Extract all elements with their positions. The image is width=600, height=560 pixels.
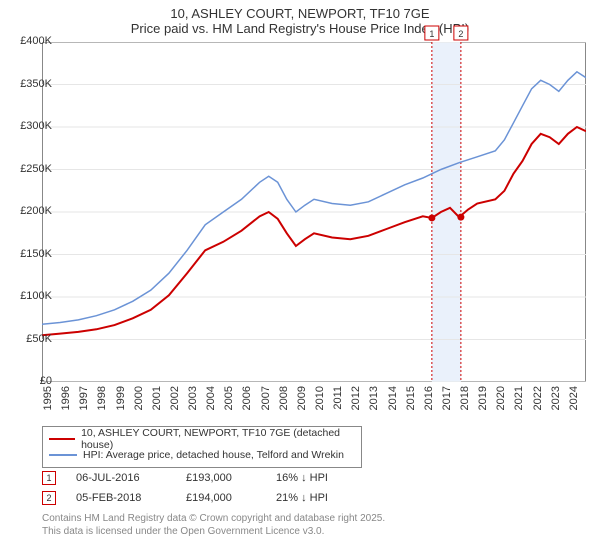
y-tick-label: £350K (12, 78, 52, 90)
x-tick-label: 1995 (42, 386, 54, 416)
x-tick-label: 2015 (405, 386, 417, 416)
x-tick-label: 2004 (205, 386, 217, 416)
x-tick-label: 2006 (241, 386, 253, 416)
x-tick-label: 2014 (387, 386, 399, 416)
chart-container: 10, ASHLEY COURT, NEWPORT, TF10 7GE Pric… (0, 0, 600, 560)
x-tick-label: 2008 (278, 386, 290, 416)
footer-line-2: This data is licensed under the Open Gov… (42, 525, 385, 538)
y-tick-label: £50K (12, 333, 52, 345)
x-tick-label: 2019 (477, 386, 489, 416)
x-tick-label: 1999 (115, 386, 127, 416)
x-tick-label: 2012 (350, 386, 362, 416)
marker-flag-label-1: 1 (429, 29, 434, 39)
chart-svg (42, 42, 586, 382)
x-tick-label: 2001 (151, 386, 163, 416)
x-tick-label: 2003 (187, 386, 199, 416)
legend-row: HPI: Average price, detached house, Telf… (49, 447, 355, 463)
x-tick-label: 2000 (133, 386, 145, 416)
legend-label: HPI: Average price, detached house, Telf… (83, 449, 344, 461)
x-tick-label: 1997 (78, 386, 90, 416)
marker-table: 1 06-JUL-2016£193,00016% ↓ HPI 2 05-FEB-201… (42, 468, 376, 508)
y-tick-label: £100K (12, 290, 52, 302)
y-tick-label: £400K (12, 35, 52, 47)
title-line-1: 10, ASHLEY COURT, NEWPORT, TF10 7GE (0, 6, 600, 21)
y-tick-label: £250K (12, 163, 52, 175)
x-tick-label: 2007 (260, 386, 272, 416)
marker-label-svg: 12 (42, 24, 586, 44)
x-tick-label: 2023 (550, 386, 562, 416)
marker-date: 05-FEB-2018 (76, 492, 186, 504)
marker-diff: 16% ↓ HPI (276, 472, 376, 484)
x-tick-label: 2020 (495, 386, 507, 416)
legend-swatch (49, 438, 75, 440)
series-hpi (42, 72, 586, 324)
marker-dot-1 (428, 214, 435, 221)
marker-table-row: 2 05-FEB-2018£194,00021% ↓ HPI (42, 488, 376, 508)
x-tick-label: 2011 (332, 386, 344, 416)
y-tick-label: £300K (12, 120, 52, 132)
x-tick-label: 2018 (459, 386, 471, 416)
y-tick-label: £150K (12, 248, 52, 260)
chart-area: 12 (42, 42, 586, 382)
x-tick-label: 2021 (513, 386, 525, 416)
marker-price: £193,000 (186, 472, 276, 484)
marker-flag-label-2: 2 (458, 29, 463, 39)
x-tick-label: 2022 (532, 386, 544, 416)
legend-label: 10, ASHLEY COURT, NEWPORT, TF10 7GE (det… (81, 427, 355, 451)
marker-id-box: 1 (42, 471, 56, 485)
legend: 10, ASHLEY COURT, NEWPORT, TF10 7GE (det… (42, 426, 362, 468)
y-tick-label: £200K (12, 205, 52, 217)
marker-price: £194,000 (186, 492, 276, 504)
x-tick-label: 2010 (314, 386, 326, 416)
x-tick-label: 2013 (368, 386, 380, 416)
x-tick-label: 2024 (568, 386, 580, 416)
marker-id-box: 2 (42, 491, 56, 505)
x-tick-label: 2009 (296, 386, 308, 416)
marker-diff: 21% ↓ HPI (276, 492, 376, 504)
footer-line-1: Contains HM Land Registry data © Crown c… (42, 512, 385, 525)
x-tick-label: 2016 (423, 386, 435, 416)
marker-table-row: 1 06-JUL-2016£193,00016% ↓ HPI (42, 468, 376, 488)
footer: Contains HM Land Registry data © Crown c… (42, 512, 385, 538)
x-tick-label: 2002 (169, 386, 181, 416)
series-price_paid (42, 127, 586, 335)
legend-row: 10, ASHLEY COURT, NEWPORT, TF10 7GE (det… (49, 431, 355, 447)
x-tick-label: 1996 (60, 386, 72, 416)
marker-dot-2 (457, 214, 464, 221)
x-tick-label: 1998 (96, 386, 108, 416)
x-tick-label: 2005 (223, 386, 235, 416)
marker-date: 06-JUL-2016 (76, 472, 186, 484)
x-tick-label: 2017 (441, 386, 453, 416)
legend-swatch (49, 454, 77, 456)
